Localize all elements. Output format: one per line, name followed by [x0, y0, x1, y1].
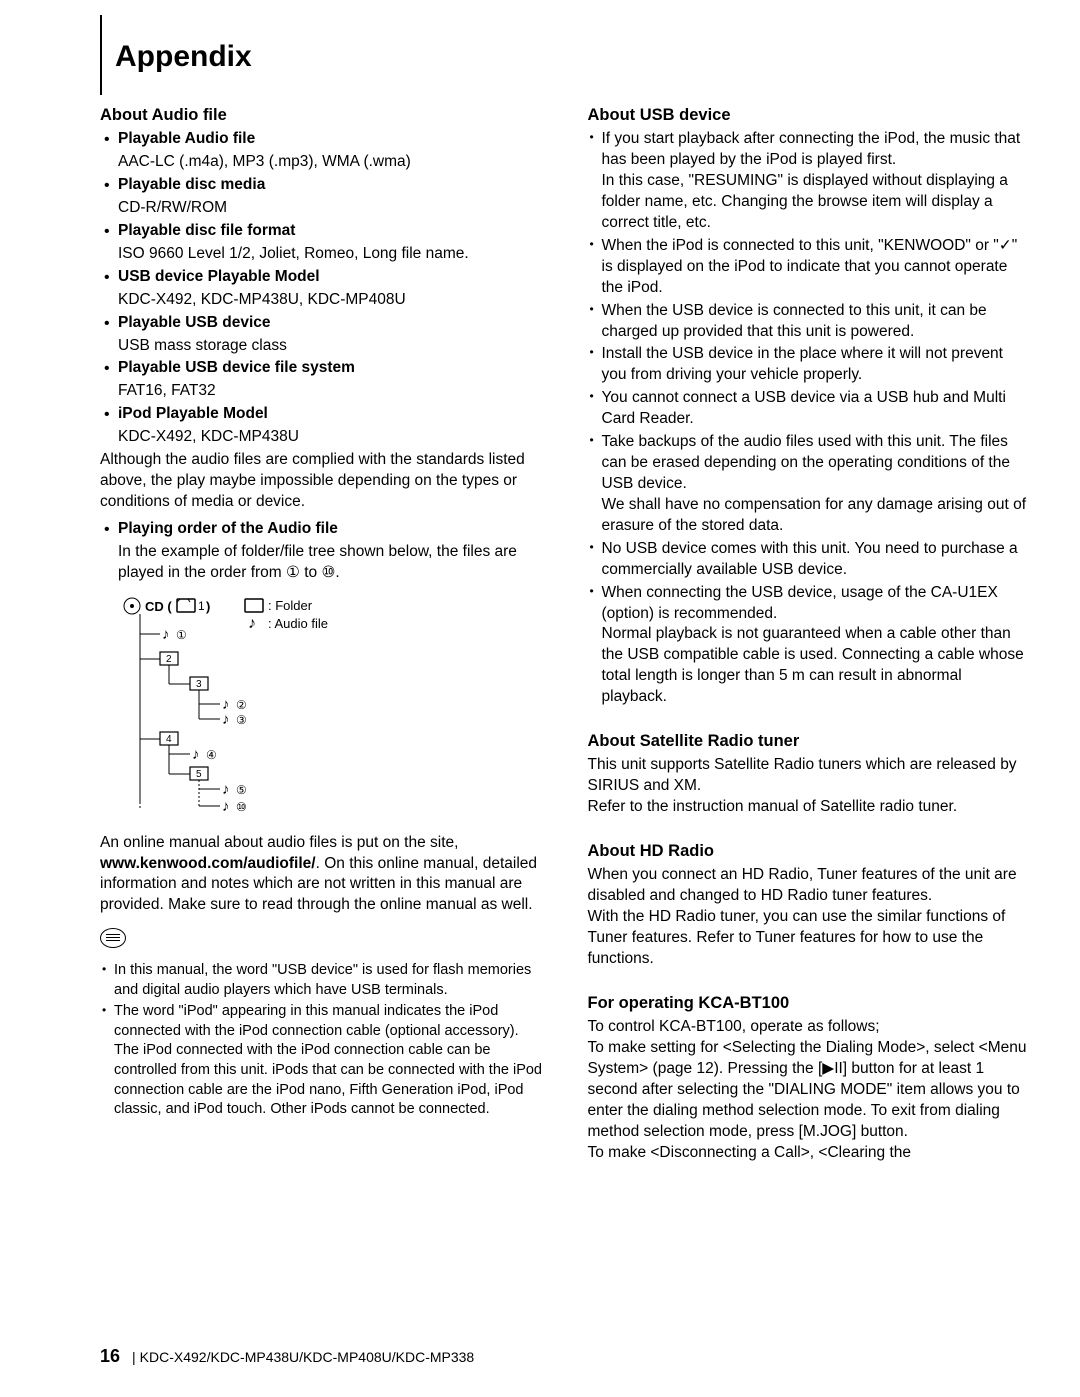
right-column: About USB device If you start playback a…	[588, 104, 1031, 1167]
page-footer: 16|KDC-X492/KDC-MP438U/KDC-MP408U/KDC-MP…	[100, 1346, 474, 1367]
svg-text:⑤: ⑤	[236, 783, 247, 797]
svg-text:CD (: CD (	[145, 599, 172, 614]
svg-text:1: 1	[198, 599, 205, 613]
section-sat-title: About Satellite Radio tuner	[588, 730, 1031, 752]
audio-bullet: USB device Playable Model	[100, 267, 543, 288]
svg-text:♪: ♪	[192, 746, 200, 763]
usb-bullet: Take backups of the audio files used wit…	[588, 432, 1031, 537]
note-icon	[100, 928, 126, 948]
svg-text:: Audio file: : Audio file	[268, 616, 328, 631]
svg-text:②: ②	[236, 698, 247, 712]
audio-bullet: iPod Playable Model	[100, 404, 543, 425]
usb-bullet: When connecting the USB device, usage of…	[588, 583, 1031, 709]
section-usb-title: About USB device	[588, 104, 1031, 126]
svg-text:⑩: ⑩	[236, 800, 247, 814]
svg-text:①: ①	[176, 628, 187, 642]
svg-text:♪: ♪	[222, 798, 230, 814]
usb-bullet: Install the USB device in the place wher…	[588, 344, 1031, 386]
footnote: The word "iPod" appearing in this manual…	[100, 1002, 543, 1119]
usb-bullet: When the iPod is connected to this unit,…	[588, 236, 1031, 299]
audio-bullet: Playable disc media	[100, 175, 543, 196]
left-column: About Audio file Playable Audio fileAAC-…	[100, 104, 543, 1167]
svg-text:4: 4	[166, 734, 172, 745]
online-manual-text: An online manual about audio files is pu…	[100, 833, 543, 917]
audio-bullet: Playable Audio file	[100, 129, 543, 150]
svg-text:♪: ♪	[222, 711, 230, 728]
playorder-heading: Playing order of the Audio file	[118, 520, 338, 537]
svg-text:③: ③	[236, 713, 247, 727]
usb-bullet: No USB device comes with this unit. You …	[588, 539, 1031, 581]
svg-text:2: 2	[166, 654, 172, 665]
audio-bullet: Playable USB device	[100, 313, 543, 334]
section-hd-title: About HD Radio	[588, 840, 1031, 862]
hd-text: When you connect an HD Radio, Tuner feat…	[588, 865, 1031, 970]
svg-text:3: 3	[196, 679, 202, 690]
svg-text:④: ④	[206, 748, 217, 762]
usb-bullet: When the USB device is connected to this…	[588, 301, 1031, 343]
section-audio-title: About Audio file	[100, 104, 543, 126]
footnote: In this manual, the word "USB device" is…	[100, 961, 543, 1000]
folder-tree-diagram: CD ( 1 ) : Folder ♪ : Audio file ♪① 2 3 …	[120, 594, 350, 814]
playorder-text: In the example of folder/file tree shown…	[100, 542, 543, 584]
usb-bullet: You cannot connect a USB device via a US…	[588, 388, 1031, 430]
svg-text:♪: ♪	[222, 781, 230, 798]
audio-bullet: Playable disc file format	[100, 221, 543, 242]
sat-text: This unit supports Satellite Radio tuner…	[588, 755, 1031, 818]
svg-text:: Folder: : Folder	[268, 598, 313, 613]
usb-bullet: If you start playback after connecting t…	[588, 129, 1031, 234]
page-title: Appendix	[115, 40, 1030, 74]
section-bt-title: For operating KCA-BT100	[588, 992, 1031, 1014]
bt-text: To control KCA-BT100, operate as follows…	[588, 1017, 1031, 1163]
svg-text:): )	[206, 599, 210, 614]
audio-bullet: Playable USB device file system	[100, 358, 543, 379]
svg-text:5: 5	[196, 769, 202, 780]
svg-text:♪: ♪	[162, 626, 170, 643]
svg-text:♪: ♪	[248, 615, 256, 632]
audio-note: Although the audio files are complied wi…	[100, 450, 543, 513]
